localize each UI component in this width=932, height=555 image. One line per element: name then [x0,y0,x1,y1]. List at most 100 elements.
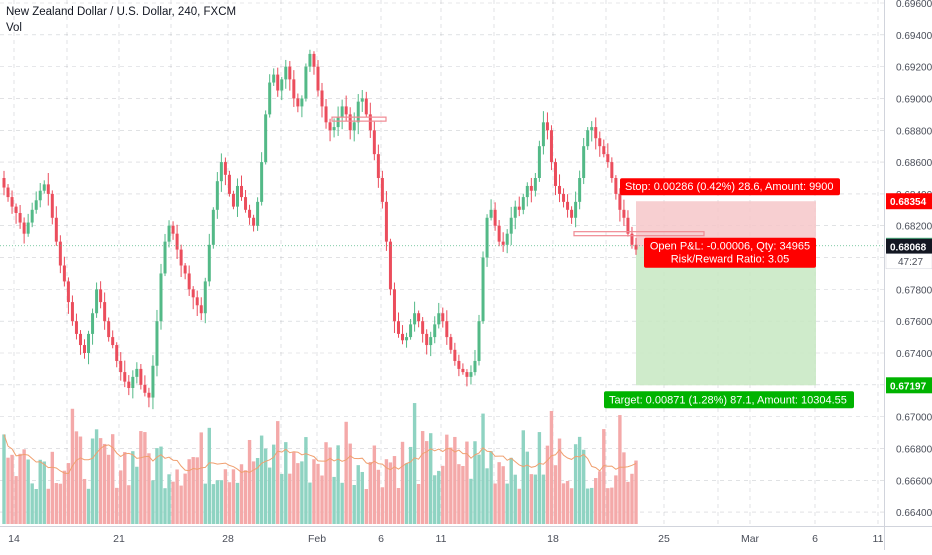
volume-bar [461,465,465,524]
candle-up [356,101,360,123]
candle-down [223,162,227,175]
candle-down [143,384,147,393]
candle-down [171,225,175,234]
candle-up [87,333,91,353]
volume-bar [263,448,268,524]
volume-bar [501,466,505,524]
volume-bar [569,488,574,524]
volume-bar [368,461,373,524]
volume-bar [577,436,582,524]
price-tick-label: 0.67800 [896,285,932,296]
volume-bar [336,445,340,524]
candle-up [340,106,344,118]
candle-down [83,345,87,353]
volume-bar [433,475,437,524]
volume-bar [2,434,6,524]
symbol-title[interactable]: New Zealand Dollar / U.S. Dollar, 240, F… [6,6,237,18]
candle-down [183,265,187,274]
candle-up [541,122,545,147]
position-overlay[interactable]: Stop: 0.00286 (0.42%) 28.6, Amount: 9900… [0,116,884,409]
candle-down [396,321,400,334]
candle-down [570,209,574,218]
volume-bar [606,488,610,524]
candle-down [6,187,10,198]
candle-down [54,217,58,242]
price-tick-label: 0.68200 [896,222,932,233]
volume-bar [585,488,590,524]
candle-up [272,74,276,83]
stop-badge-text: Stop: 0.00286 (0.42%) 28.6, Amount: 9900 [625,181,834,193]
candle-up [219,162,223,182]
candle-up [26,222,30,234]
volume-bar [179,485,183,524]
position-zones [636,201,816,386]
volume-bar [316,463,320,524]
candle-down [545,122,549,131]
volume-bar [497,462,501,524]
candle-down [328,122,332,131]
candle-up [203,281,207,314]
candle-down [529,185,533,191]
candle-down [425,333,429,346]
volume-ma [3,434,637,475]
volume-bar [195,457,199,524]
volume-bar [98,438,103,524]
volume-bar [66,463,71,524]
volume-bar [14,476,18,524]
time-axis[interactable]: 14 21 28 Feb 6 11 18 25 Mar 6 11 [8,533,883,545]
volume-bar [380,487,385,524]
candle-down [191,289,195,298]
volume-bar [457,464,461,524]
price-tick-label: 0.67000 [896,413,932,424]
candle-up [485,217,489,258]
volume-bar [86,488,91,524]
candle-down [62,265,66,282]
volume-bar [26,459,30,524]
volume-bar [155,448,159,524]
candle-up [409,324,413,338]
volume-bar [610,487,614,524]
volume-bar [598,471,602,524]
volume-bar [328,447,332,524]
volume-bar [412,403,417,524]
candle-up [578,178,582,202]
candle-up [336,117,340,128]
candle-up [260,162,264,202]
volume-bar [42,461,46,524]
candle-up [582,146,586,178]
candle-down [316,66,320,91]
candle-up [264,114,268,163]
volume-bar [549,410,554,524]
candle-down [199,305,203,314]
candle-down [10,197,14,207]
price-axis[interactable]: 0.69600 0.69400 0.69200 0.69000 0.68800 0.686… [885,0,932,519]
volume-bar [553,465,558,524]
volume-bar [485,468,489,524]
volume-bar [78,436,83,524]
price-tick-label: 0.69000 [896,94,932,105]
candle-down [602,146,606,155]
candle-down [549,130,553,163]
price-tick-label: 0.69600 [896,0,932,10]
volume-bar [408,446,413,524]
candle-down [2,178,6,188]
volume-bar [82,478,87,524]
candle-down [392,289,396,322]
time-tick-label: 21 [113,533,125,545]
candle-up [167,225,171,242]
candle-up [280,79,284,91]
volume-bar [352,484,356,524]
entry-marker [331,116,387,122]
volume-bar [18,453,22,524]
countdown-box [885,253,932,270]
candle-down [179,249,183,266]
volume-bar [191,457,195,524]
candle-up [284,66,288,80]
price-tick-label: 0.67600 [896,317,932,328]
time-tick-label: Feb [308,533,326,545]
candles [2,49,638,410]
volume-indicator-label[interactable]: Vol [6,22,22,34]
volume-bar [509,457,513,524]
